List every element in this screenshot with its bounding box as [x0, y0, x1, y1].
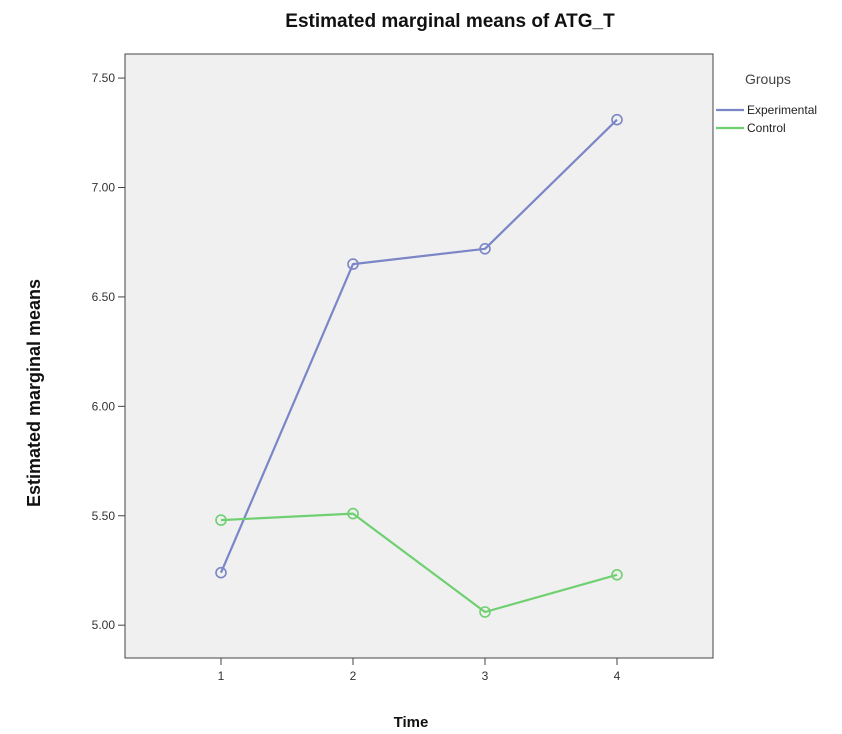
x-tick-label: 2	[350, 669, 357, 683]
data-point-experimental	[479, 243, 491, 255]
series-line-control	[220, 512, 618, 614]
data-point-control	[611, 568, 623, 581]
y-tick-label: 5.50	[92, 509, 116, 523]
y-tick-label: 6.50	[92, 290, 116, 304]
legend-label-experimental: Experimental	[747, 103, 817, 117]
y-tick-label: 5.00	[92, 618, 116, 632]
legend-items: Experimental Control	[716, 103, 817, 135]
y-axis: 5.00 5.50 6.00 6.50 7.00 7.50	[92, 71, 125, 632]
y-axis-title: Estimated marginal means	[24, 279, 44, 507]
data-point-experimental	[347, 258, 359, 270]
y-tick-label: 7.50	[92, 71, 116, 85]
series-layer	[215, 113, 623, 618]
x-axis: 1 2 3 4	[218, 658, 621, 683]
plot-area	[124, 53, 714, 659]
data-point-experimental	[215, 566, 227, 579]
data-point-control	[215, 514, 227, 526]
chart-title: Estimated marginal means of ATG_T	[285, 11, 615, 32]
y-tick-label: 7.00	[92, 180, 116, 194]
x-tick-label: 4	[614, 669, 621, 683]
legend-title: Groups	[745, 71, 791, 87]
data-point-experimental	[611, 113, 623, 126]
y-tick-label: 6.00	[92, 399, 116, 413]
x-tick-label: 3	[482, 669, 489, 683]
data-point-control	[479, 606, 491, 618]
x-tick-label: 1	[218, 669, 225, 683]
x-axis-title: Time	[394, 714, 429, 731]
legend: Groups Experimental Control	[716, 71, 817, 135]
legend-label-control: Control	[747, 121, 786, 135]
series-line-experimental	[219, 118, 618, 574]
data-point-control	[347, 507, 359, 520]
